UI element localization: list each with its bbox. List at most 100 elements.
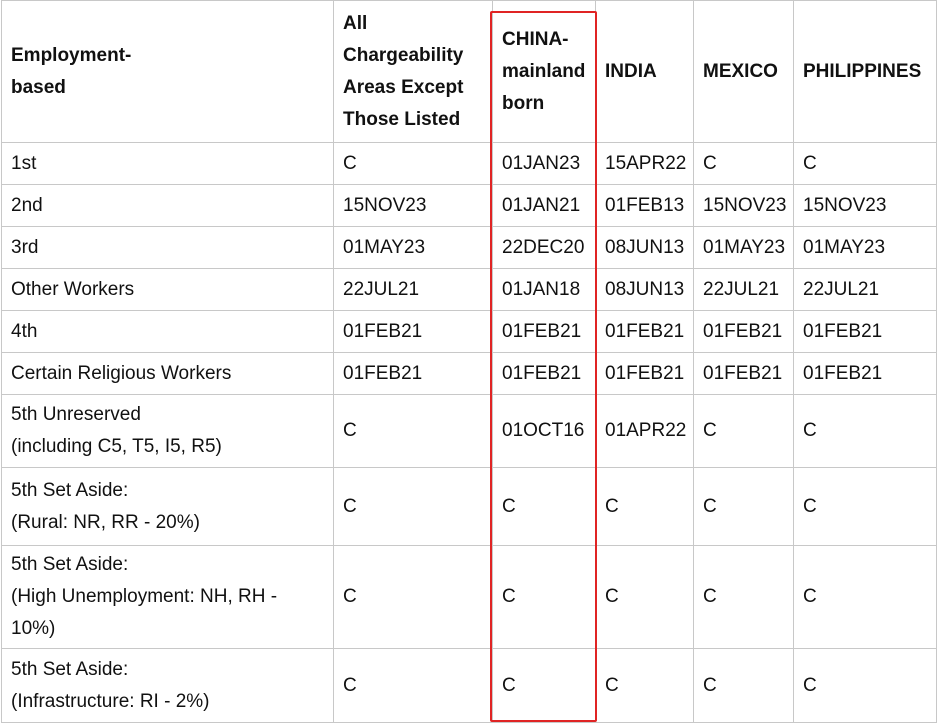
cell-text: 15NOV23 [343,194,427,216]
date-cell: 22JUL21 [793,268,937,311]
date-cell: 01MAY23 [793,226,937,269]
date-cell: C [333,467,493,546]
cell-text: 22JUL21 [703,278,780,300]
cell-text: 01JAN23 [502,152,581,174]
header-row: Employment-based All Chargeability Areas Ex… [1,0,937,143]
row-label-cell: Other Workers [1,268,334,311]
cell-text: Those Listed [343,108,461,130]
cell-text: 08JUN13 [605,278,685,300]
date-cell: C [333,142,493,185]
table-row: 2nd 15NOV23 01JAN21 01FEB13 15NOV23 15NOV23 [1,184,937,227]
table-row: 4th 01FEB21 01FEB21 01FEB21 01FEB21 01FEB21 [1,310,937,353]
cell-text: C [803,674,817,696]
cell-text: C [502,495,516,517]
header-cell: Employment-based [1,0,334,143]
cell-text: C [343,420,357,441]
cell-text: 01MAY23 [803,236,886,258]
date-cell: C [693,467,794,546]
cell-text: 01FEB21 [343,362,423,384]
date-cell: 01FEB13 [595,184,694,227]
date-cell: 01MAY23 [693,226,794,269]
cell-text: C [605,674,619,696]
cell-text: based [11,76,66,98]
cell-text: CHINA- [502,28,569,50]
header-cell: MEXICO [693,0,794,143]
cell-text: C [343,586,357,607]
cell-text: 4th [11,320,38,342]
cell-text: 01JAN18 [502,278,581,300]
row-label-cell: 5th Set Aside: (High Unemployment: NH, RH… [1,545,334,649]
cell-text: 01FEB21 [703,320,783,342]
cell-text: Other Workers [11,278,135,300]
date-cell: C [492,545,596,649]
cell-text: C [703,420,717,441]
row-label-cell: 4th [1,310,334,353]
date-cell: 01JAN23 [492,142,596,185]
date-cell: C [793,648,937,723]
cell-text: MEXICO [703,60,778,82]
date-cell: 01FEB21 [693,352,794,395]
date-cell: 15NOV23 [793,184,937,227]
cell-text: C [502,586,516,607]
cell-text: 1st [11,152,37,174]
cell-text: PHILIPPINES [803,60,922,82]
cell-text: 01APR22 [605,420,687,441]
date-cell: 01FEB21 [595,310,694,353]
cell-text: Employment- [11,44,132,66]
row-label-cell: 3rd [1,226,334,269]
cell-text: 5th Set Aside: [11,479,129,501]
date-cell: 01MAY23 [333,226,493,269]
table-row: 5th Set Aside: (Rural: NR, RR - 20%) C C C C C [1,467,937,546]
date-cell: 01FEB21 [693,310,794,353]
cell-text: C [605,586,619,607]
table-row: 1st C 01JAN23 15APR22 C C [1,142,937,185]
header-cell: PHILIPPINES [793,0,937,143]
cell-text: C [803,586,817,607]
table-row: 3rd 01MAY23 22DEC20 08JUN13 01MAY23 01MAY23 [1,226,937,269]
row-label-cell: Certain Religious Workers [1,352,334,395]
row-label-cell: 5th Set Aside: (Rural: NR, RR - 20%) [1,467,334,546]
cell-text: C [343,152,357,174]
cell-text: 22JUL21 [343,278,420,300]
cell-text: 01FEB21 [343,320,423,342]
date-cell: 01JAN18 [492,268,596,311]
table-row: 5th Set Aside: (High Unemployment: NH, RH… [1,545,937,649]
date-cell: C [595,467,694,546]
cell-text: (Rural: NR, RR - 20%) [11,511,200,533]
date-cell: C [333,545,493,649]
header-cell: CHINA-mainland born [492,0,596,143]
cell-text: 01MAY23 [703,236,786,258]
row-label-cell: 1st [1,142,334,185]
date-cell: C [693,545,794,649]
cell-text: 01OCT16 [502,420,585,441]
cell-text: 01FEB21 [803,320,883,342]
date-cell: 01FEB21 [793,310,937,353]
cell-text: 22DEC20 [502,236,585,258]
date-cell: 01FEB21 [492,310,596,353]
date-cell: C [333,648,493,723]
cell-text: (High Unemployment: NH, RH - [11,586,278,607]
cell-text: mainland [502,60,586,82]
date-cell: 22JUL21 [693,268,794,311]
cell-text: C [502,674,516,696]
cell-text: 22JUL21 [803,278,880,300]
date-cell: C [693,648,794,723]
cell-text: 01FEB21 [605,320,685,342]
row-label-cell: 5th Unreserved (including C5, T5, I5, R5) [1,394,334,468]
cell-text: C [605,495,619,517]
cell-text: 2nd [11,194,43,216]
cell-text: Certain Religious Workers [11,362,232,384]
date-cell: C [793,394,937,468]
table-row: Certain Religious Workers 01FEB21 01FEB21 0… [1,352,937,395]
cell-text: C [703,586,717,607]
cell-text: 15NOV23 [703,194,787,216]
cell-text: 01FEB21 [803,362,883,384]
date-cell: 08JUN13 [595,226,694,269]
date-cell: C [693,394,794,468]
date-cell: C [333,394,493,468]
cell-text: C [803,495,817,517]
cell-text: All [343,12,368,34]
cell-text: 5th Unreserved [11,404,141,425]
